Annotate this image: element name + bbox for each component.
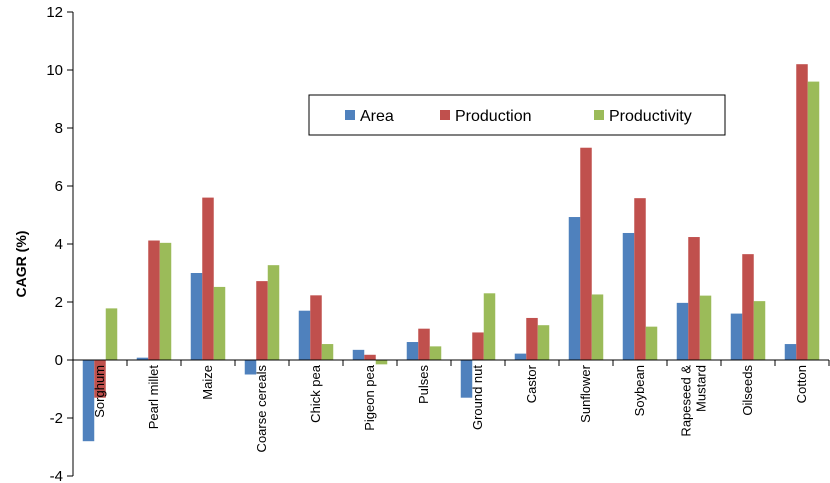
bar-production-10 bbox=[634, 198, 646, 360]
category-label-11-line-1: Mustard bbox=[694, 365, 709, 412]
category-label-13: Cotton bbox=[794, 365, 809, 403]
legend-swatch-production bbox=[440, 110, 450, 120]
y-tick-label-6: 8 bbox=[55, 120, 63, 137]
bar-productivity-5 bbox=[375, 360, 388, 365]
bar-area-5 bbox=[352, 349, 365, 360]
bar-productivity-9 bbox=[591, 294, 604, 360]
category-label-11-line-0: Rapeseed & bbox=[679, 365, 694, 437]
y-tick-label-3: 2 bbox=[55, 294, 63, 311]
bar-production-1 bbox=[148, 240, 160, 360]
bar-production-7 bbox=[472, 332, 484, 360]
bar-productivity-7 bbox=[483, 293, 496, 360]
bar-productivity-2 bbox=[213, 286, 226, 360]
bar-production-9 bbox=[580, 147, 592, 360]
bar-area-7 bbox=[460, 360, 473, 398]
bar-productivity-10 bbox=[645, 326, 658, 360]
legend-label-production: Production bbox=[455, 108, 532, 125]
category-label-12: Oilseeds bbox=[740, 365, 755, 416]
bar-production-5 bbox=[364, 354, 376, 360]
bar-production-8 bbox=[526, 317, 538, 360]
legend-swatch-productivity bbox=[594, 110, 604, 120]
bar-production-2 bbox=[202, 197, 214, 360]
bar-area-9 bbox=[568, 217, 581, 360]
bar-area-13 bbox=[784, 344, 797, 360]
y-tick-label-2: 0 bbox=[55, 352, 63, 369]
legend-swatch-area bbox=[345, 110, 355, 120]
bar-area-4 bbox=[298, 310, 311, 360]
bar-productivity-12 bbox=[753, 301, 766, 360]
y-tick-label-0: -4 bbox=[50, 468, 63, 483]
bar-production-12 bbox=[742, 254, 754, 360]
category-label-10: Soybean bbox=[632, 365, 647, 416]
bar-production-0 bbox=[94, 360, 106, 398]
bar-productivity-0 bbox=[105, 308, 118, 360]
category-label-4: Chick pea bbox=[308, 364, 323, 423]
bar-production-6 bbox=[418, 328, 430, 360]
legend: Area Production Productivity bbox=[308, 94, 726, 136]
category-label-3: Coarse cereals bbox=[254, 365, 269, 453]
bar-area-3 bbox=[244, 360, 257, 375]
bar-productivity-13 bbox=[807, 81, 820, 360]
category-label-8: Castor bbox=[524, 364, 539, 403]
bar-area-8 bbox=[514, 353, 527, 360]
bar-production-11 bbox=[688, 237, 700, 360]
bar-area-1 bbox=[136, 357, 149, 360]
labels-layer: -4 -2 0 2 4 6 8 10 12 Sorghum Pearl millet Maize Coa… bbox=[13, 4, 809, 483]
bar-productivity-8 bbox=[537, 325, 550, 360]
category-label-2: Maize bbox=[200, 365, 215, 400]
y-axis-title: CAGR (%) bbox=[13, 231, 29, 298]
legend-box bbox=[308, 94, 726, 136]
bar-productivity-1 bbox=[159, 242, 172, 360]
bar-area-11 bbox=[676, 302, 689, 360]
category-label-6: Pulses bbox=[416, 365, 431, 405]
bar-area-12 bbox=[730, 313, 743, 360]
legend-label-productivity: Productivity bbox=[609, 108, 692, 125]
bar-production-3 bbox=[256, 281, 268, 360]
y-tick-label-4: 4 bbox=[55, 236, 63, 253]
bar-area-10 bbox=[622, 232, 635, 360]
bar-production-13 bbox=[796, 64, 808, 360]
bar-productivity-6 bbox=[429, 346, 442, 360]
axes-layer bbox=[67, 11, 830, 477]
y-tick-label-5: 6 bbox=[55, 178, 63, 195]
bar-productivity-4 bbox=[321, 344, 334, 360]
category-label-1: Pearl millet bbox=[146, 365, 161, 430]
bar-productivity-11 bbox=[699, 295, 712, 360]
bar-area-6 bbox=[406, 342, 419, 360]
y-tick-label-1: -2 bbox=[50, 410, 63, 427]
bars-layer bbox=[82, 64, 820, 442]
category-label-7: Ground nut bbox=[470, 365, 485, 430]
bar-production-4 bbox=[310, 295, 322, 360]
y-tick-label-7: 10 bbox=[46, 62, 63, 79]
bar-productivity-3 bbox=[267, 265, 280, 360]
category-label-9: Sunflower bbox=[578, 364, 593, 422]
bar-area-0 bbox=[82, 360, 95, 442]
y-tick-label-8: 12 bbox=[46, 4, 63, 21]
category-label-5: Pigeon pea bbox=[362, 364, 377, 431]
category-label-0: Sorghum bbox=[92, 365, 107, 418]
legend-label-area: Area bbox=[360, 108, 394, 125]
bar-area-2 bbox=[190, 273, 203, 360]
